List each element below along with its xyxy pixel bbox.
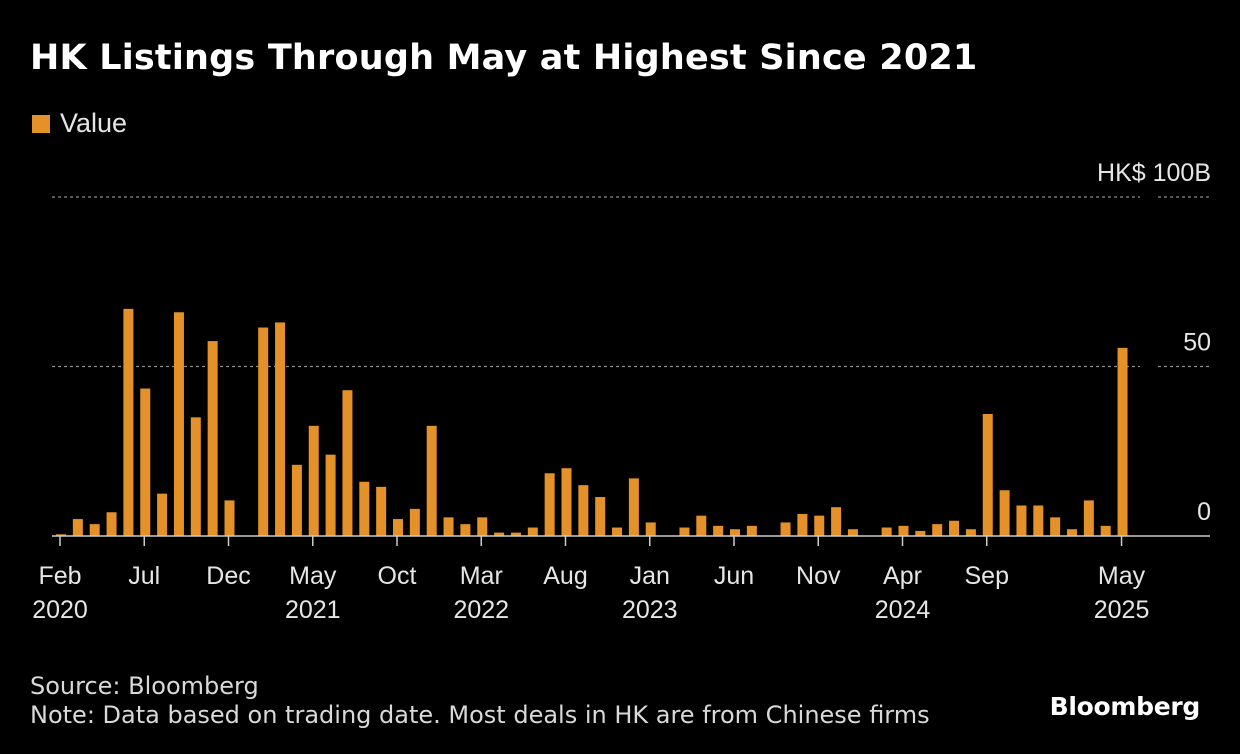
bar [1100,525,1111,536]
bar [157,493,168,536]
bar [999,490,1010,536]
bar [325,454,336,536]
y-tick-label: 0 [1197,498,1211,526]
bar [797,513,808,536]
bar [494,532,505,536]
y-tick-label: HK$ 100B [1097,159,1211,187]
bar [898,525,909,536]
x-tick-year-label: 2022 [453,596,509,624]
bar [510,532,521,536]
bar [460,524,471,536]
bar [393,519,403,536]
bar [106,512,117,536]
bar [814,515,825,536]
bar [207,341,218,536]
x-tick-label: May [289,562,337,590]
x-tick-year-label: 2023 [622,596,678,624]
bar [477,517,488,536]
bar [173,312,184,536]
x-tick-label: Jun [714,562,754,590]
x-tick-label: Apr [883,562,922,590]
bar [713,525,724,536]
bar [1050,517,1061,536]
x-tick-year-label: 2021 [285,596,341,624]
bar [679,527,690,536]
bar [780,522,791,536]
x-tick-label: Jan [630,562,670,590]
bar [527,527,538,536]
bar [965,529,976,536]
bar [190,417,201,536]
bar [443,517,454,536]
bar [949,520,960,536]
bar [1083,500,1094,536]
x-tick-label: Jul [128,562,160,590]
bar [426,425,437,536]
legend-label: Value [60,108,128,138]
x-tick-label: Feb [38,562,81,590]
x-tick-label: May [1098,562,1146,590]
bar [1117,347,1128,536]
bar [258,327,269,536]
bar [123,308,134,536]
bar [982,413,993,536]
bar [595,497,606,536]
bar [628,478,639,536]
bar [224,500,235,536]
bar [645,522,656,536]
bar [561,468,572,536]
legend: Value [32,108,127,139]
bar [140,388,151,536]
bar [1016,505,1027,536]
bar [915,530,926,536]
bar [291,464,302,536]
y-tick-label: 50 [1183,329,1211,357]
x-tick-label: Dec [206,562,250,590]
legend-swatch [32,114,50,133]
bar [89,524,100,536]
x-tick-year-label: 2024 [875,596,931,624]
bar [1033,505,1044,536]
x-tick-year-label: 2020 [32,596,88,624]
x-tick-label: Aug [543,562,587,590]
bar [544,473,555,536]
bar-chart: HK$ 100B 50 0 Feb 2020 Jul Dec May 2021 Oct Mar 202… [32,159,1211,624]
bar [1067,529,1077,536]
bar [847,529,858,536]
bar [881,527,892,536]
x-tick-label: Nov [796,562,841,590]
bar [275,322,286,536]
bar [932,524,943,536]
bar [831,507,842,536]
bar [730,529,740,536]
chart-title: HK Listings Through May at Highest Since… [30,38,978,78]
bar [342,390,353,536]
x-tick-year-label: 2025 [1094,596,1150,624]
x-tick-label: Mar [460,562,503,590]
bar [409,508,420,536]
bar [578,485,589,536]
x-tick-label: Oct [378,562,417,590]
x-tick-label: Sep [965,562,1009,590]
bar [308,425,319,536]
source-text: Source: Bloomberg [30,672,259,700]
bar [696,515,707,536]
bar [56,534,66,536]
bar [72,519,83,536]
bar [359,481,370,536]
bar [746,525,757,536]
bar [612,527,623,536]
note-text: Note: Data based on trading date. Most d… [30,701,930,729]
bar [376,486,387,536]
bloomberg-logo: Bloomberg [1049,692,1201,721]
